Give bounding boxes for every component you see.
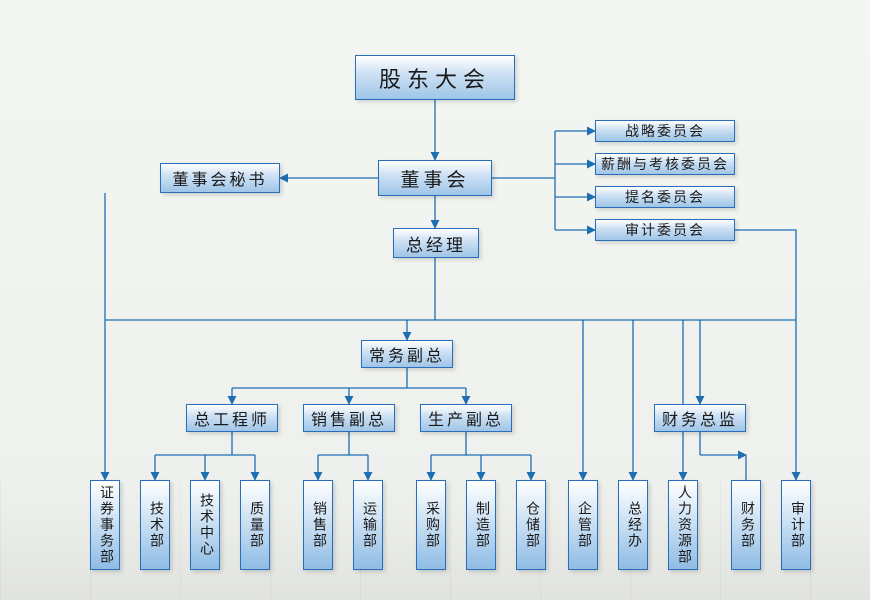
node-d_admin: 企管部 (568, 480, 598, 570)
node-label: 总经理 (406, 231, 466, 256)
node-label: 企管部 (573, 501, 593, 549)
node-label: 常务副总 (369, 342, 445, 366)
node-d_audit: 审计部 (781, 480, 811, 570)
node-label: 采购部 (421, 501, 441, 549)
node-label: 总工程师 (194, 406, 270, 430)
node-c_audit: 审计委员会 (595, 219, 735, 241)
node-secretary: 董事会秘书 (160, 163, 280, 193)
node-label: 质量部 (245, 501, 265, 549)
node-label: 审计委员会 (625, 220, 705, 240)
node-label: 提名委员会 (625, 187, 705, 207)
node-label: 财务部 (736, 501, 756, 549)
node-label: 股东大会 (379, 62, 491, 94)
node-c_comp: 薪酬与考核委员会 (595, 153, 735, 175)
node-label: 仓储部 (521, 501, 541, 549)
node-d_sec_affairs: 证券事务部 (90, 480, 120, 570)
node-label: 销售部 (308, 501, 328, 549)
node-label: 人力资源部 (673, 485, 693, 565)
node-label: 技术部 (145, 501, 165, 549)
node-evp: 常务副总 (361, 340, 453, 368)
node-label: 总经办 (623, 501, 643, 549)
node-label: 生产副总 (428, 406, 504, 430)
node-d_warehouse: 仓储部 (516, 480, 546, 570)
node-label: 薪酬与考核委员会 (601, 154, 729, 174)
node-cfo: 财务总监 (654, 404, 746, 432)
node-d_tech: 技术部 (140, 480, 170, 570)
node-label: 董事会 (400, 165, 469, 192)
node-board: 董事会 (378, 160, 492, 196)
node-d_transport: 运输部 (353, 480, 383, 570)
node-vp_prod: 生产副总 (420, 404, 512, 432)
node-c_nomination: 提名委员会 (595, 186, 735, 208)
node-shareholders: 股东大会 (355, 55, 515, 100)
node-d_mfg: 制造部 (466, 480, 496, 570)
node-label: 财务总监 (662, 406, 738, 430)
node-d_gm_office: 总经办 (618, 480, 648, 570)
node-d_purchase: 采购部 (416, 480, 446, 570)
edge-c_audit-d_audit (735, 230, 796, 480)
node-label: 战略委员会 (625, 121, 705, 141)
node-label: 证券事务部 (95, 485, 115, 565)
node-label: 技术中心 (195, 493, 215, 557)
node-label: 制造部 (471, 501, 491, 549)
node-d_hr: 人力资源部 (668, 480, 698, 570)
node-vp_sales: 销售副总 (303, 404, 395, 432)
node-d_sales: 销售部 (303, 480, 333, 570)
node-gm: 总经理 (393, 228, 479, 258)
node-d_finance: 财务部 (731, 480, 761, 570)
node-label: 董事会秘书 (172, 166, 267, 190)
node-d_quality: 质量部 (240, 480, 270, 570)
node-chief_eng: 总工程师 (186, 404, 278, 432)
node-d_tech_center: 技术中心 (190, 480, 220, 570)
node-label: 运输部 (358, 501, 378, 549)
node-label: 销售副总 (311, 406, 387, 430)
edge-bus-c_strategy (555, 131, 595, 230)
node-label: 审计部 (786, 501, 806, 549)
edge-cfo_bus-d_finance (700, 455, 746, 480)
node-c_strategy: 战略委员会 (595, 120, 735, 142)
